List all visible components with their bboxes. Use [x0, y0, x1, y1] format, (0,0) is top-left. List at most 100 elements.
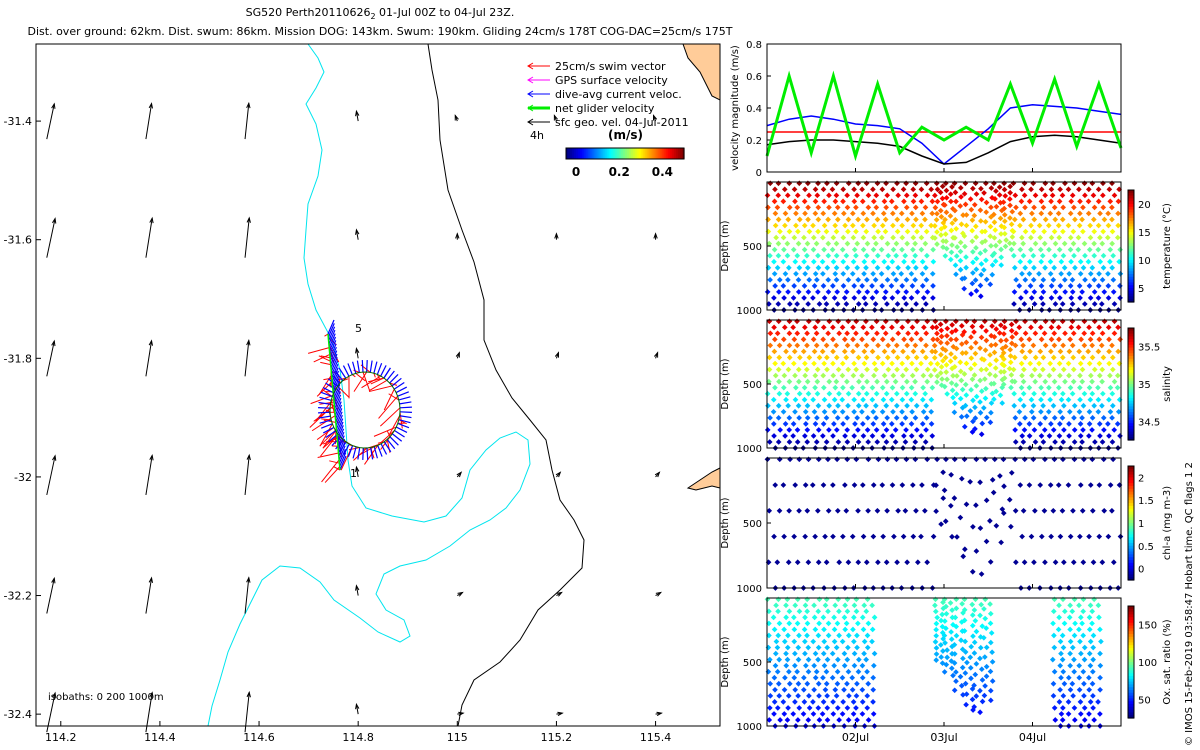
- section-sample-point: [923, 180, 930, 187]
- section-sample-point: [864, 366, 870, 373]
- section-sample-point: [918, 198, 925, 205]
- section-sample-point: [792, 482, 799, 488]
- section-sample-point: [892, 378, 899, 385]
- dive-avg-current-vector: [380, 443, 388, 455]
- section-sample-point: [864, 289, 871, 295]
- section-sample-point: [927, 360, 934, 367]
- surface-velocity-arrowhead: [553, 114, 558, 121]
- section-sample-point: [823, 596, 830, 603]
- section-sample-point: [884, 456, 891, 463]
- section-sample-point: [873, 289, 880, 295]
- section-sample-point: [855, 668, 862, 675]
- section-sample-point: [1042, 192, 1048, 199]
- section-sample-point: [914, 318, 920, 325]
- section-sample-point: [1000, 510, 1007, 517]
- section-sample-point: [910, 198, 917, 205]
- section-sample-point: [1061, 264, 1068, 271]
- section-sample-point: [1076, 602, 1082, 609]
- section-sample-point: [904, 354, 911, 361]
- section-colorbar-segment: [1128, 423, 1134, 427]
- section-sample-point: [1070, 330, 1077, 337]
- section-colorbar-segment: [1128, 293, 1134, 297]
- section-sample-point: [989, 649, 995, 656]
- dive-avg-current-vector: [347, 363, 353, 375]
- section-sample-point: [786, 228, 793, 235]
- map-x-tick-label: 114.8: [342, 731, 374, 744]
- colorbar-segment: [664, 148, 667, 159]
- section-sample-point: [775, 216, 782, 223]
- section-sample-point: [860, 210, 867, 217]
- section-sample-point: [816, 301, 823, 307]
- section-sample-point: [830, 258, 837, 265]
- section-colorbar-segment: [1128, 204, 1134, 208]
- section-sample-point: [802, 602, 809, 609]
- section-sample-point: [1038, 396, 1044, 403]
- section-sample-point: [1081, 180, 1088, 187]
- surface-velocity-arrow: [145, 577, 153, 614]
- section-sample-point: [1052, 216, 1059, 223]
- section-sample-point: [901, 336, 907, 343]
- section-sample-point: [972, 596, 979, 603]
- section-sample-point: [1037, 246, 1044, 253]
- dive-avg-current-vector: [319, 396, 332, 401]
- section-colorbar-segment: [1128, 409, 1134, 413]
- section-sample-point: [875, 228, 881, 235]
- dive-avg-current-vector: [380, 365, 387, 377]
- section-sample-point: [820, 614, 827, 621]
- legend-arrowhead: [527, 76, 534, 84]
- section-sample-point: [1042, 342, 1049, 349]
- section-sample-point: [804, 596, 810, 603]
- section-sample-point: [988, 342, 995, 349]
- section-sample-point: [844, 596, 851, 603]
- section-sample-point: [1021, 192, 1028, 199]
- section-sample-point: [1017, 246, 1024, 253]
- section-sample-point: [1000, 456, 1007, 463]
- section-sample-point: [1091, 228, 1098, 235]
- section-sample-point: [909, 210, 915, 217]
- section-colorbar-segment: [1128, 395, 1134, 399]
- swim-vector: [361, 375, 381, 389]
- section-sample-point: [871, 662, 877, 669]
- section-sample-point: [924, 559, 930, 566]
- section-colorbar-segment: [1128, 370, 1134, 374]
- section-sample-point: [870, 210, 876, 217]
- section-sample-point: [1021, 456, 1028, 463]
- section-sample-point: [802, 408, 809, 415]
- section-sample-point: [881, 258, 888, 265]
- section-colorbar-segment: [1128, 262, 1134, 267]
- section-sample-point: [962, 546, 968, 553]
- section-sample-point: [1078, 614, 1084, 621]
- section-sample-point: [794, 668, 800, 675]
- section-sample-point: [1109, 216, 1115, 223]
- section-sample-point: [1101, 216, 1108, 223]
- section-sample-point: [938, 232, 944, 238]
- surface-velocity-arrow: [46, 103, 55, 140]
- section-sample-point: [825, 277, 832, 283]
- section-sample-point: [814, 192, 821, 199]
- section-sample-point: [900, 186, 907, 193]
- section-sample-point: [1091, 252, 1098, 259]
- section-sample-point: [824, 354, 830, 361]
- section-sample-point: [977, 525, 984, 531]
- section-sample-point: [777, 427, 783, 433]
- section-sample-point: [930, 533, 937, 540]
- section-sample-point: [908, 270, 915, 277]
- section-sample-point: [860, 626, 867, 633]
- section-sample-point: [844, 192, 850, 199]
- section-sample-point: [971, 650, 978, 656]
- colorbar-segment: [621, 148, 624, 159]
- section-sample-point: [820, 421, 827, 427]
- section-sample-point: [919, 482, 925, 488]
- section-colorbar-segment: [1128, 420, 1134, 424]
- section-sample-point: [1056, 234, 1063, 241]
- section-sample-point: [1002, 230, 1008, 237]
- section-sample-point: [922, 507, 928, 514]
- section-sample-point: [772, 283, 778, 289]
- section-sample-point: [909, 408, 915, 415]
- section-sample-point: [1023, 289, 1029, 295]
- dive-avg-current-vector: [370, 447, 374, 460]
- section-sample-point: [978, 388, 985, 395]
- section-colorbar-segment: [1128, 571, 1134, 575]
- section-sample-point: [824, 180, 830, 187]
- section-sample-point: [977, 218, 984, 224]
